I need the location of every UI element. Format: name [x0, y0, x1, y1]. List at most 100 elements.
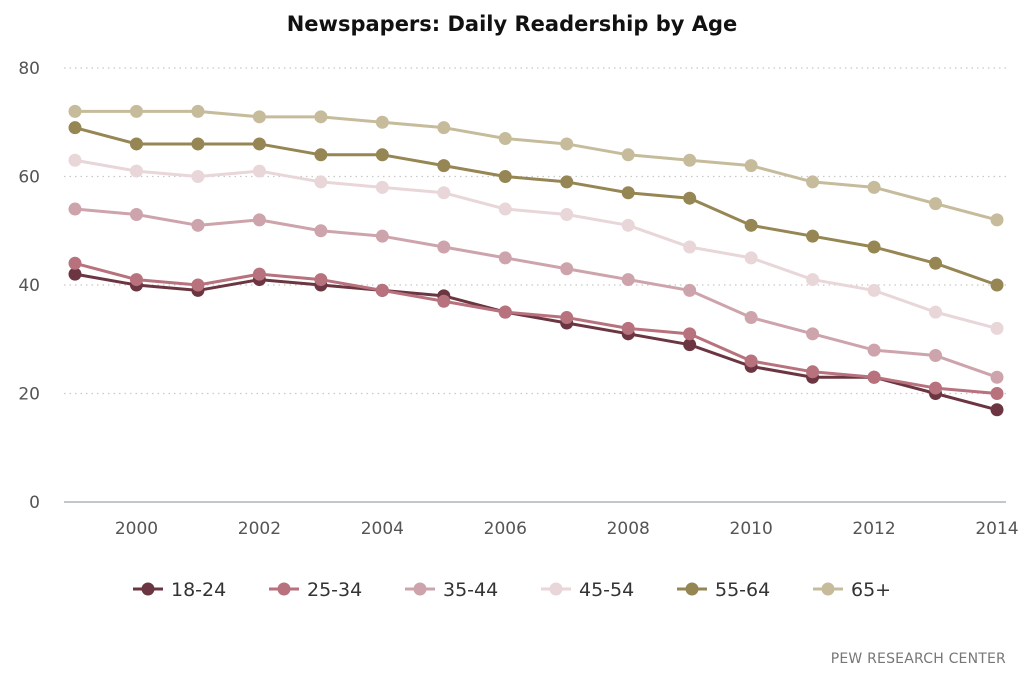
data-point	[68, 121, 82, 135]
data-point	[375, 283, 389, 297]
data-point	[744, 159, 758, 173]
data-point	[191, 137, 205, 151]
legend-swatch-marker	[549, 582, 563, 596]
y-tick-label: 0	[29, 493, 40, 513]
y-tick-label: 40	[18, 276, 40, 296]
data-point	[252, 137, 266, 151]
data-point	[744, 311, 758, 325]
data-point	[498, 202, 512, 216]
data-point	[191, 278, 205, 292]
data-point	[683, 283, 697, 297]
source-credit: PEW RESEARCH CENTER	[830, 651, 1006, 667]
legend-label: 25-34	[307, 579, 362, 601]
data-point	[375, 148, 389, 162]
data-point	[314, 224, 328, 238]
legend-item: 35-44	[405, 579, 498, 601]
legend-label: 65+	[851, 579, 891, 601]
data-point	[683, 338, 697, 352]
data-point	[560, 262, 574, 276]
data-point	[437, 186, 451, 200]
legend-item: 18-24	[133, 579, 226, 601]
legend: 18-24 25-34 35-44 45-54 55-64 65+	[133, 579, 891, 601]
data-point	[437, 121, 451, 135]
data-point	[252, 164, 266, 178]
data-point	[375, 229, 389, 243]
data-point	[990, 387, 1004, 400]
legend-item: 65+	[813, 579, 891, 601]
data-point	[314, 110, 328, 124]
series-25-34	[68, 256, 1004, 400]
data-point	[621, 273, 635, 287]
data-point	[68, 267, 82, 281]
data-point	[252, 110, 266, 124]
data-point	[375, 115, 389, 129]
series-line	[74, 261, 998, 395]
data-point	[929, 305, 943, 319]
data-point	[990, 370, 1004, 384]
data-point	[129, 137, 143, 151]
data-point	[621, 148, 635, 162]
data-point	[129, 207, 143, 221]
data-point	[867, 343, 881, 357]
data-point	[560, 207, 574, 221]
data-point	[129, 164, 143, 178]
data-point	[252, 267, 266, 281]
data-point	[437, 240, 451, 254]
legend-item: 55-64	[677, 579, 770, 601]
legend-label: 45-54	[579, 579, 634, 601]
data-point	[498, 305, 512, 319]
data-point	[437, 159, 451, 173]
series-65+	[68, 104, 1004, 227]
data-point	[683, 240, 697, 254]
series-55-64	[68, 121, 1004, 292]
gridlines	[64, 67, 1006, 395]
series-line	[74, 272, 998, 412]
series-35-44	[68, 202, 1004, 384]
series-line	[75, 109, 998, 222]
data-point	[990, 321, 1004, 335]
data-point	[498, 132, 512, 146]
data-point	[68, 256, 82, 270]
y-tick-label: 80	[18, 59, 40, 79]
series-line	[74, 207, 998, 379]
data-point	[744, 218, 758, 232]
data-point	[129, 104, 143, 118]
x-tick-label: 2002	[238, 519, 281, 539]
y-tick-label: 20	[18, 385, 40, 405]
series-lines	[68, 104, 1004, 417]
legend-label: 55-64	[715, 579, 770, 601]
data-point	[990, 278, 1004, 292]
legend-label: 35-44	[443, 579, 498, 601]
data-point	[375, 180, 389, 194]
axes: 0 20 40 60 80 2000 2002 2004 2006 2008 2010 2012 201…	[18, 59, 1018, 539]
data-point	[990, 403, 1004, 417]
legend-swatch-marker	[685, 582, 699, 596]
data-point	[191, 104, 205, 118]
data-point	[560, 137, 574, 151]
x-tick-label: 2004	[361, 519, 404, 539]
data-point	[683, 153, 697, 167]
legend-label: 18-24	[171, 579, 226, 601]
legend-swatch-marker	[277, 582, 291, 596]
series-45-54	[68, 153, 1004, 335]
data-point	[191, 218, 205, 232]
legend-item: 25-34	[269, 579, 362, 601]
data-point	[129, 273, 143, 287]
data-point	[621, 186, 635, 200]
data-point	[990, 213, 1004, 227]
data-point	[314, 273, 328, 287]
data-point	[437, 294, 451, 308]
data-point	[929, 349, 943, 363]
data-point	[683, 191, 697, 205]
data-point	[806, 365, 820, 379]
data-point	[929, 197, 943, 211]
data-point	[867, 180, 881, 194]
data-point	[806, 175, 820, 189]
data-point	[191, 170, 205, 183]
data-point	[806, 327, 820, 341]
data-point	[621, 321, 635, 335]
data-point	[498, 170, 512, 183]
data-point	[806, 229, 820, 243]
data-point	[744, 251, 758, 265]
x-tick-label: 2012	[852, 519, 895, 539]
